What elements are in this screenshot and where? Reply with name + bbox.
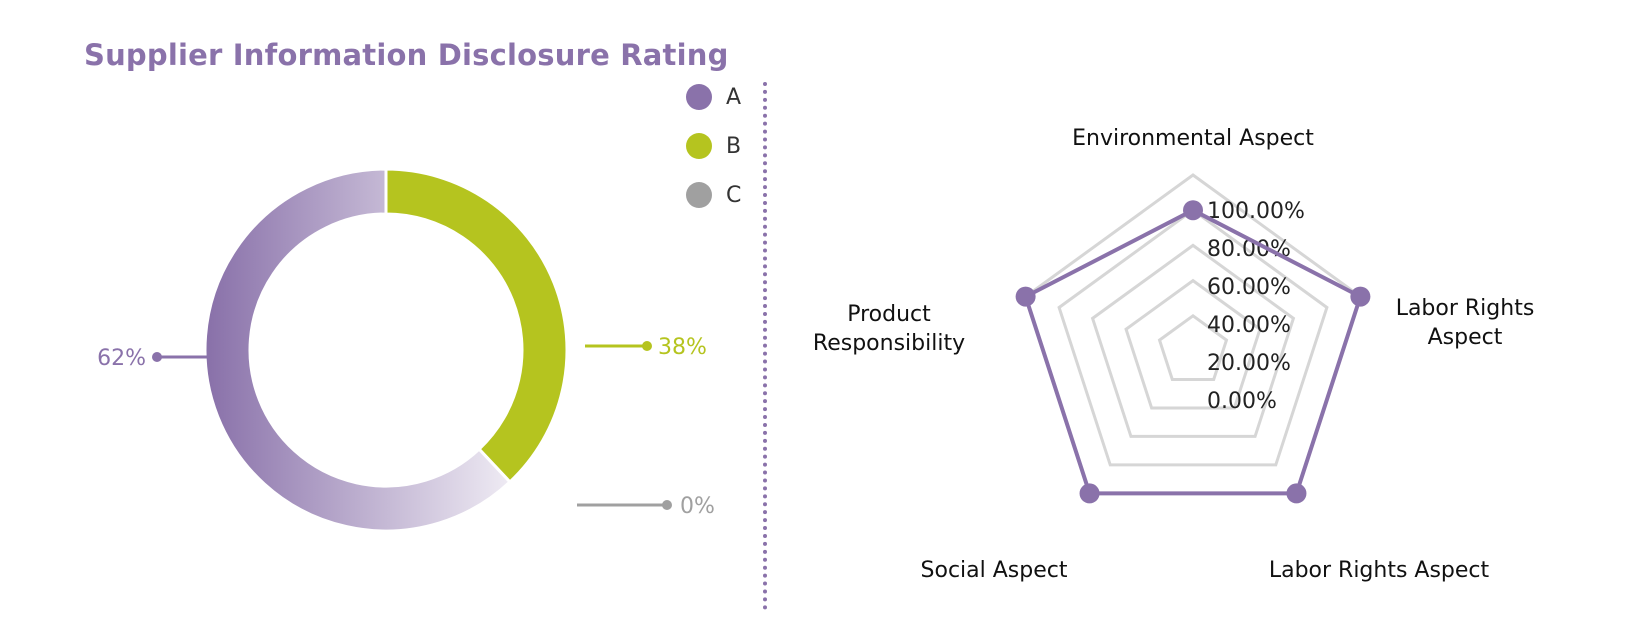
leader-dot-c	[662, 500, 672, 510]
radar-scale-tick: 100.00%	[1207, 199, 1305, 224]
radar-point-4[interactable]	[1015, 286, 1036, 307]
radar-point-2[interactable]	[1286, 483, 1307, 504]
value-label-a: 62%	[97, 346, 146, 371]
donut-slice-b[interactable]	[384, 167, 569, 485]
leader-dot-a	[152, 352, 162, 362]
chart-title: Supplier Information Disclosure Rating	[84, 38, 729, 72]
radar-scale-tick: 60.00%	[1207, 275, 1291, 300]
radar-point-3[interactable]	[1079, 483, 1100, 504]
legend-label-b: B	[726, 134, 742, 159]
radar-axis-label-environmental-aspect: Environmental Aspect	[1072, 126, 1314, 151]
radar-grid-ring	[1090, 243, 1296, 438]
radar-axis-label-labor-rights-aspect: Labor Rights Aspect	[1269, 558, 1490, 583]
legend-dot-a	[686, 84, 712, 110]
radar-grid-ring	[1057, 208, 1329, 467]
radar-axis-label-labor-rights-aspect: Labor Rights Aspect	[1396, 296, 1535, 350]
donut-slice-a[interactable]	[203, 167, 513, 533]
legend-dot-c	[686, 182, 712, 208]
radar-grid-ring	[1124, 278, 1262, 410]
panel-divider	[763, 82, 767, 610]
radar-series-line	[1023, 208, 1363, 496]
legend-label-a: A	[726, 85, 742, 110]
radar-point-0[interactable]	[1183, 200, 1203, 221]
leader-dot-b	[642, 341, 652, 351]
legend-dot-b	[686, 133, 712, 159]
radar-grid-ring	[1157, 313, 1229, 381]
value-label-c: 0%	[680, 494, 715, 519]
donut-chart: 62% 38% 0%	[97, 167, 715, 533]
radar-axis-label-product-responsibility: Product Responsibility	[813, 302, 965, 356]
radar-scale-tick: 40.00%	[1207, 313, 1291, 338]
radar-scale-tick: 0.00%	[1207, 389, 1277, 414]
radar-scale-tick: 20.00%	[1207, 351, 1291, 376]
legend-label-c: C	[726, 183, 742, 208]
value-label-b: 38%	[658, 335, 707, 360]
radar-point-1[interactable]	[1350, 286, 1371, 307]
radar-axis-label-social-aspect: Social Aspect	[921, 558, 1068, 583]
